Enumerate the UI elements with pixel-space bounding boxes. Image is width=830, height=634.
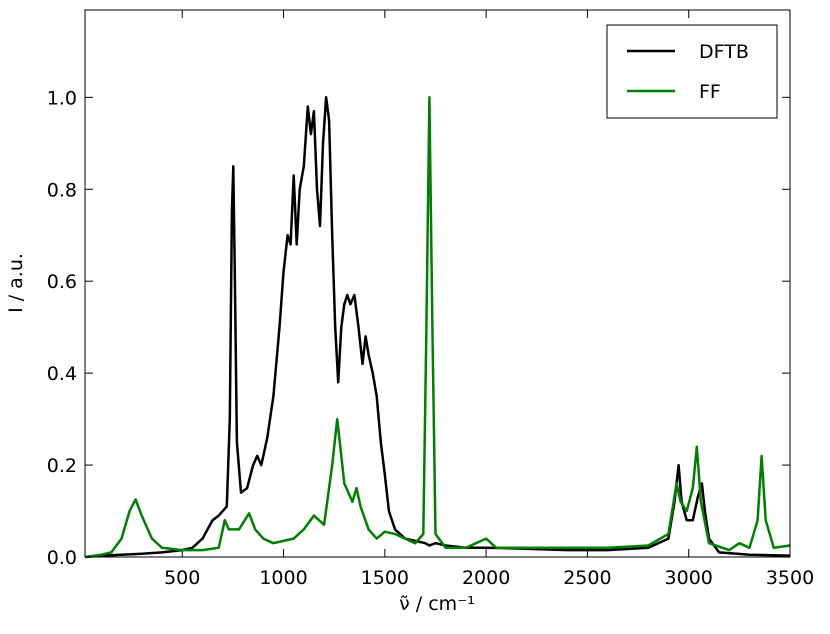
y-tick-label: 1.0	[47, 87, 77, 109]
x-tick-label: 3000	[665, 567, 713, 589]
x-tick-label: 1500	[361, 567, 409, 589]
x-tick-label: 2500	[563, 567, 611, 589]
legend-box	[606, 24, 778, 119]
x-axis-label: ν̃ / cm⁻¹	[399, 593, 475, 615]
legend-label: FF	[699, 81, 721, 103]
y-axis-label: I / a.u.	[5, 253, 27, 313]
y-tick-label: 0.8	[47, 179, 77, 201]
legend-label: DFTB	[699, 41, 749, 63]
data-line	[84, 96, 791, 559]
x-tick-label: 3500	[766, 567, 814, 589]
data-line	[84, 96, 791, 559]
y-tick-label: 0.6	[47, 271, 77, 293]
y-tick-label: 0.2	[47, 455, 77, 477]
y-tick-label: 0.4	[47, 363, 77, 385]
plot-frame	[84, 9, 791, 558]
y-tick-label: 0.0	[47, 547, 77, 569]
x-tick-label: 500	[164, 567, 200, 589]
x-tick-label: 1000	[259, 567, 307, 589]
x-tick-label: 2000	[462, 567, 510, 589]
